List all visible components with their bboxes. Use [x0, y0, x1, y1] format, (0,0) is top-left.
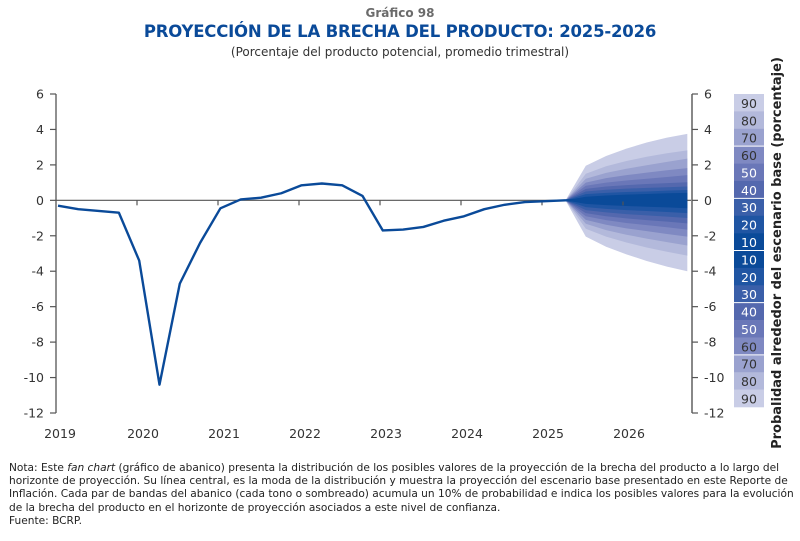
legend-swatch-70 [734, 128, 764, 147]
legend-label: 80 [741, 113, 757, 128]
legend-label: 30 [741, 200, 757, 215]
legend-label: 70 [741, 357, 757, 372]
left-y-tick-label: -2 [32, 228, 44, 243]
x-tick-label: 2026 [613, 426, 645, 441]
legend-label: 50 [741, 165, 757, 180]
left-y-tick-label: 4 [36, 122, 44, 137]
chart-title: PROYECCIÓN DE LA BRECHA DEL PRODUCTO: 20… [143, 22, 657, 41]
legend-swatch-70 [734, 354, 764, 373]
legend-label: 80 [741, 374, 757, 389]
note-italic: fan chart [67, 462, 116, 474]
right-y-tick-label: -4 [704, 264, 717, 279]
left-y-tick-label: -10 [24, 370, 44, 385]
chart-number: Gráfico 98 [365, 6, 435, 20]
legend-label: 50 [741, 322, 757, 337]
fan-bands [565, 133, 688, 272]
legend-label: 10 [741, 252, 757, 267]
right-y-tick-label: -6 [704, 299, 717, 314]
right-y-axis: 6 4 2 0 -2 -4 -6 -8 -10 -12 [691, 87, 724, 421]
legend-label: 30 [741, 287, 757, 302]
x-tick-label: 2023 [370, 426, 402, 441]
left-y-tick-label: -4 [32, 264, 45, 279]
right-y-tick-label: -8 [704, 335, 717, 350]
left-y-axis: 6 4 2 0 -2 -4 -6 -8 -10 -12 [24, 87, 57, 421]
legend-swatch-60 [734, 337, 764, 356]
legend-swatch-20 [734, 267, 764, 286]
legend-label: 70 [741, 131, 757, 146]
legend-swatch-50 [734, 320, 764, 338]
legend-label: 40 [741, 305, 757, 320]
chart-note: Nota: Este fan chart (gráfico de abanico… [9, 462, 799, 528]
legend-swatch-40 [734, 180, 764, 199]
x-tick-label: 2021 [208, 426, 240, 441]
legend-swatch-60 [734, 146, 764, 164]
legend-label: 40 [741, 183, 757, 198]
chart-subtitle: (Porcentaje del producto potencial, prom… [230, 45, 570, 59]
left-y-tick-label: -8 [32, 335, 45, 350]
x-tick-label: 2024 [451, 426, 483, 441]
left-y-tick-label: 2 [36, 157, 44, 172]
right-y-tick-label: -12 [704, 406, 724, 421]
legend-swatch-30 [734, 198, 764, 217]
right-y-tick-label: 0 [704, 193, 712, 208]
right-y-tick-label: -2 [704, 228, 716, 243]
legend-swatch-30 [734, 285, 764, 303]
x-tick-label: 2020 [127, 426, 159, 441]
right-axis-title: Probalidad alrededor del escenario base … [770, 57, 785, 449]
left-y-tick-label: 0 [36, 193, 44, 208]
legend-label: 60 [741, 339, 757, 354]
note-text: (gráfico de abanico) presenta la distrib… [9, 462, 794, 514]
x-tick-label: 2025 [532, 426, 564, 441]
series-line-brecha [57, 182, 566, 386]
right-y-tick-label: 2 [704, 157, 712, 172]
left-y-tick-label: 6 [36, 87, 44, 102]
legend-swatch-80 [734, 111, 764, 130]
legend-label: 20 [741, 218, 757, 233]
note-prefix: Nota: Este [9, 462, 68, 474]
x-tick-label: 2019 [44, 426, 76, 441]
legend-label: 10 [741, 235, 757, 250]
legend-swatch-90 [734, 94, 764, 112]
x-axis-labels: 2019 2020 2021 2022 2023 2024 2025 2026 [44, 426, 645, 441]
x-tick-label: 2022 [289, 426, 321, 441]
right-y-tick-label: -10 [704, 370, 724, 385]
legend-label: 60 [741, 148, 757, 163]
legend-label: 20 [741, 270, 757, 285]
legend-swatch-80 [734, 372, 764, 390]
legend-swatch-10 [734, 233, 764, 251]
legend-swatch-40 [734, 302, 764, 321]
left-y-tick-label: -6 [32, 299, 45, 314]
right-y-tick-label: 6 [704, 87, 712, 102]
legend-swatch-90 [734, 389, 764, 408]
probability-legend: 90 80 70 60 50 40 30 20 10 10 20 30 40 50 60 70 80 90 [734, 94, 764, 408]
legend-swatch-50 [734, 163, 764, 182]
legend-label: 90 [741, 392, 757, 407]
note-source: Fuente: BCRP. [9, 514, 83, 527]
legend-label: 90 [741, 96, 757, 111]
legend-swatch-20 [734, 215, 764, 234]
left-y-tick-label: -12 [24, 406, 44, 421]
legend-swatch-10 [734, 250, 764, 269]
right-y-tick-label: 4 [704, 122, 712, 137]
